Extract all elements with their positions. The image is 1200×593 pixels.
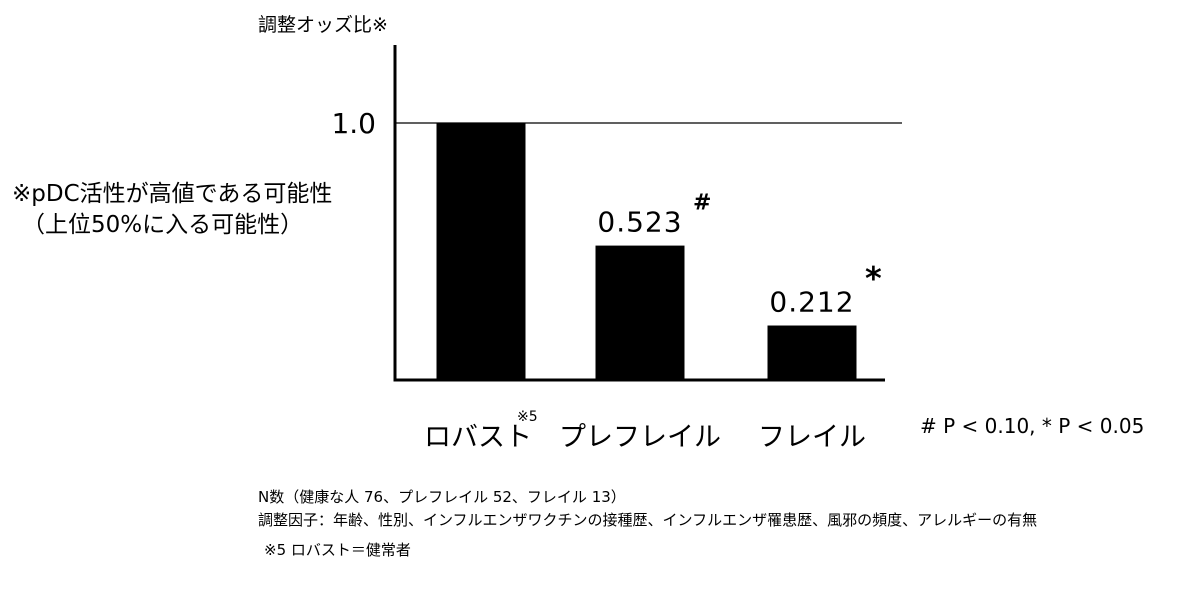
- category-label: プレフレイル: [559, 422, 721, 453]
- note-line-2: （上位50%に入る可能性）: [22, 212, 304, 238]
- significance-mark: *: [865, 260, 882, 298]
- bar: [436, 123, 526, 380]
- bar: [595, 245, 685, 380]
- footnote-adjustment-factors: 調整因子：年齢、性別、インフルエンザワクチンの接種歴、インフルエンザ罹患歴、風邪…: [258, 511, 1038, 529]
- category-superscript: ※5: [517, 409, 538, 425]
- y-axis-label: 調整オッズ比※: [258, 14, 388, 36]
- footnote-n-counts: N数（健康な人 76、プレフレイル 52、フレイル 13）: [258, 488, 626, 506]
- bar-value-label: 0.212: [769, 286, 854, 319]
- significance-legend: # P < 0.10, * P < 0.05: [920, 414, 1145, 438]
- category-label: ロバスト: [424, 422, 532, 453]
- reference-line-label: 1.0: [331, 107, 376, 140]
- category-label: フレイル: [758, 422, 866, 453]
- bar: [767, 325, 857, 380]
- significance-mark: #: [693, 191, 711, 216]
- footnote-robust-definition: ※5 ロバスト＝健常者: [264, 541, 411, 559]
- bar-value-label: 0.523: [597, 206, 682, 239]
- note-line-1: ※pDC活性が高値である可能性: [12, 181, 333, 207]
